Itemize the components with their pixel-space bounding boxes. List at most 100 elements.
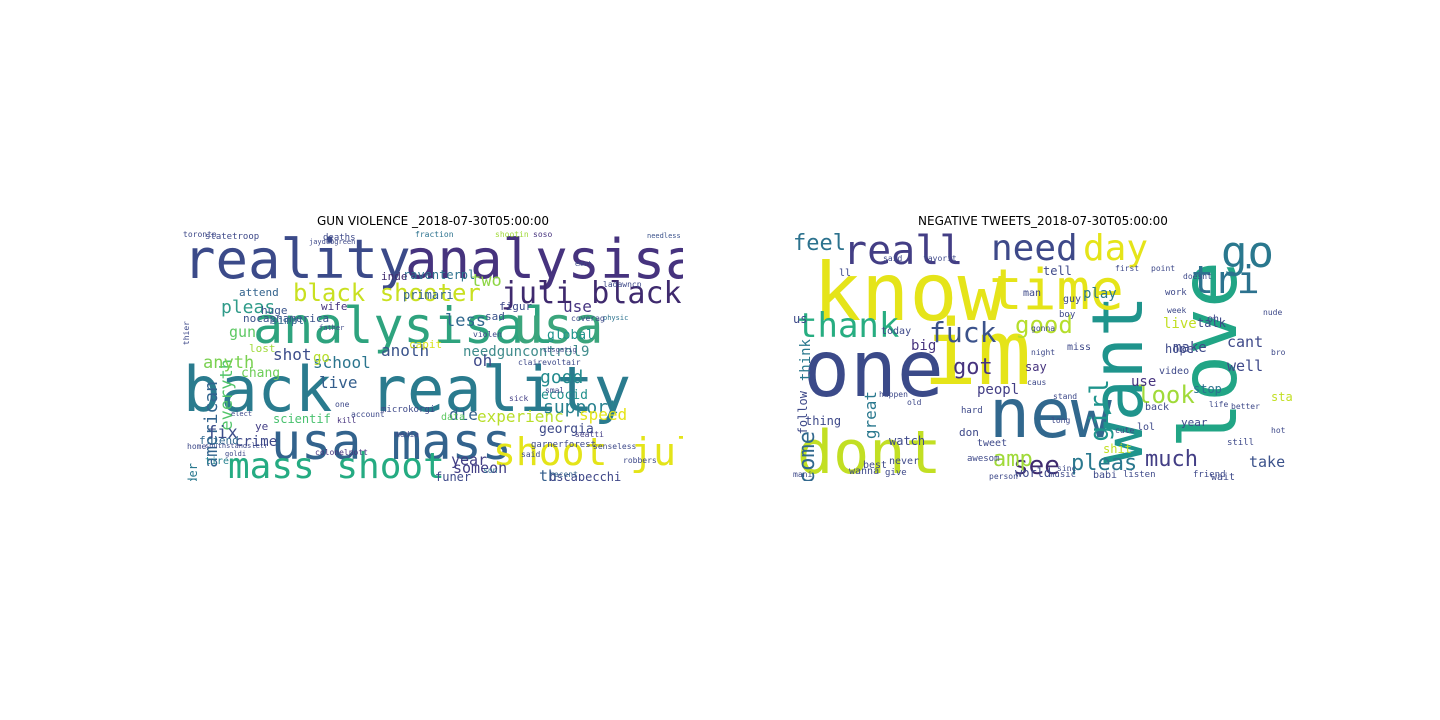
word-im: im (923, 301, 1032, 406)
word-make: make (1173, 340, 1207, 356)
word-clairevoltair: clairevoltair (518, 358, 581, 367)
word-wait: wait (1211, 472, 1236, 482)
word-scientif: scientif (273, 412, 331, 426)
word-soso: soso (533, 231, 553, 239)
word-simpl: simpl (271, 314, 305, 327)
word-violen: violen (473, 330, 502, 339)
word-usa-mass: usa mass (271, 413, 512, 471)
word-new: new (989, 375, 1112, 454)
word-one: one (335, 400, 350, 409)
word-less: less (445, 311, 486, 331)
word-stop: stop (1193, 382, 1222, 396)
word-two: two (471, 271, 502, 291)
word-good: good (540, 367, 584, 388)
word-play: play (1083, 286, 1117, 302)
word-think: think (798, 339, 814, 382)
word-pleas: pleas (1071, 451, 1138, 476)
word-reall: reall (843, 231, 964, 274)
word-seatti: seatti (575, 430, 604, 439)
word-world: world (1015, 466, 1052, 480)
word-boy: boy (1059, 310, 1076, 320)
word-crime: crime (235, 434, 278, 450)
word-coverag: coverag (571, 314, 605, 323)
word-say: say (1025, 360, 1047, 374)
word-georgia: georgia (539, 422, 594, 437)
word-look: look (1137, 381, 1195, 409)
word-anyth: anyth (203, 353, 255, 373)
word-said: said (883, 254, 903, 263)
word-cute: cute (1115, 426, 1135, 435)
word-southstandsletr: southstandsletr (205, 442, 269, 450)
word-experienc: experienc (477, 407, 564, 426)
word-oh: oh (1207, 314, 1220, 325)
word-give: give (885, 468, 907, 478)
word-gun: gun (229, 323, 257, 341)
word-hope: hope (1165, 342, 1194, 356)
word-don: don (959, 426, 979, 439)
word-physic: physic (603, 314, 629, 322)
word-year: year (1181, 416, 1208, 429)
word-huge: huge (261, 304, 288, 317)
word-friend: friend (1193, 470, 1226, 480)
word-account: account (351, 410, 385, 419)
word-mass-shoot: mass shoot (228, 446, 445, 482)
word-thing: thing (805, 414, 842, 428)
word-stand: stand (1053, 392, 1078, 401)
word-time: time (989, 258, 1124, 323)
negative-tweets-wordcloud: know one im love new dont want time reall need day… (793, 231, 1293, 481)
word-robbers: robbers (623, 456, 657, 465)
word-elect: elect (231, 410, 253, 418)
word-best: best (863, 460, 888, 471)
word-sick: sick (509, 394, 529, 403)
word-hard: hard (961, 406, 983, 416)
word-tri: tri (1191, 258, 1260, 302)
word-gonna: gonna (1031, 324, 1056, 333)
word-girl: girl (1085, 379, 1115, 442)
word-well: well (1227, 357, 1264, 375)
word-still: still (1227, 438, 1255, 448)
word-son: son (483, 466, 498, 475)
word-first: first (1115, 264, 1140, 273)
word-better: better (1231, 402, 1260, 411)
word-dont: dont (797, 418, 942, 481)
word-old: old (907, 398, 922, 407)
word-nude: nude (1263, 308, 1283, 317)
word-night: night (1031, 348, 1056, 357)
word-life: life (1209, 400, 1229, 409)
word-big: big (911, 338, 937, 354)
word-awesom: awesom (967, 454, 1000, 464)
word-friend: friend (199, 434, 239, 447)
word-talk: talk (1197, 316, 1226, 330)
word-need: need (991, 231, 1078, 269)
word-guy: guy (1063, 294, 1082, 305)
word-use: use (1131, 374, 1157, 390)
word-peopl: peopl (977, 382, 1020, 398)
word-recent: recent (549, 470, 578, 479)
word-go: go (313, 350, 330, 366)
word-deaths: deaths (323, 233, 356, 243)
word-listen: listen (1123, 470, 1156, 480)
word-capit: capit (409, 338, 443, 351)
word-smal: smal (545, 386, 565, 395)
word-use: use (563, 297, 592, 316)
word-take: take (1249, 453, 1286, 471)
word-someon: someon (453, 459, 508, 477)
word-speed: speed (579, 405, 628, 424)
word-bro: bro (1271, 348, 1286, 357)
word-home: home (187, 442, 207, 451)
word-reality: reality (183, 231, 411, 291)
word-kill: kill (337, 416, 357, 425)
word-much: much (1145, 447, 1198, 472)
word-see: see (1013, 451, 1060, 481)
word-never: never (889, 456, 920, 467)
word-primari: primari (403, 288, 454, 302)
word-raventerpl: raventerpl (403, 268, 476, 282)
word-watch: watch (889, 434, 926, 448)
word-sad: sad (485, 310, 505, 323)
word-today: today (881, 326, 912, 337)
word-caus: caus (1027, 378, 1047, 387)
word-support: support (543, 397, 619, 418)
word-ladawncp: ladawncp (603, 280, 642, 289)
word-one: one (803, 325, 944, 415)
word-fraction: fraction (415, 231, 454, 239)
